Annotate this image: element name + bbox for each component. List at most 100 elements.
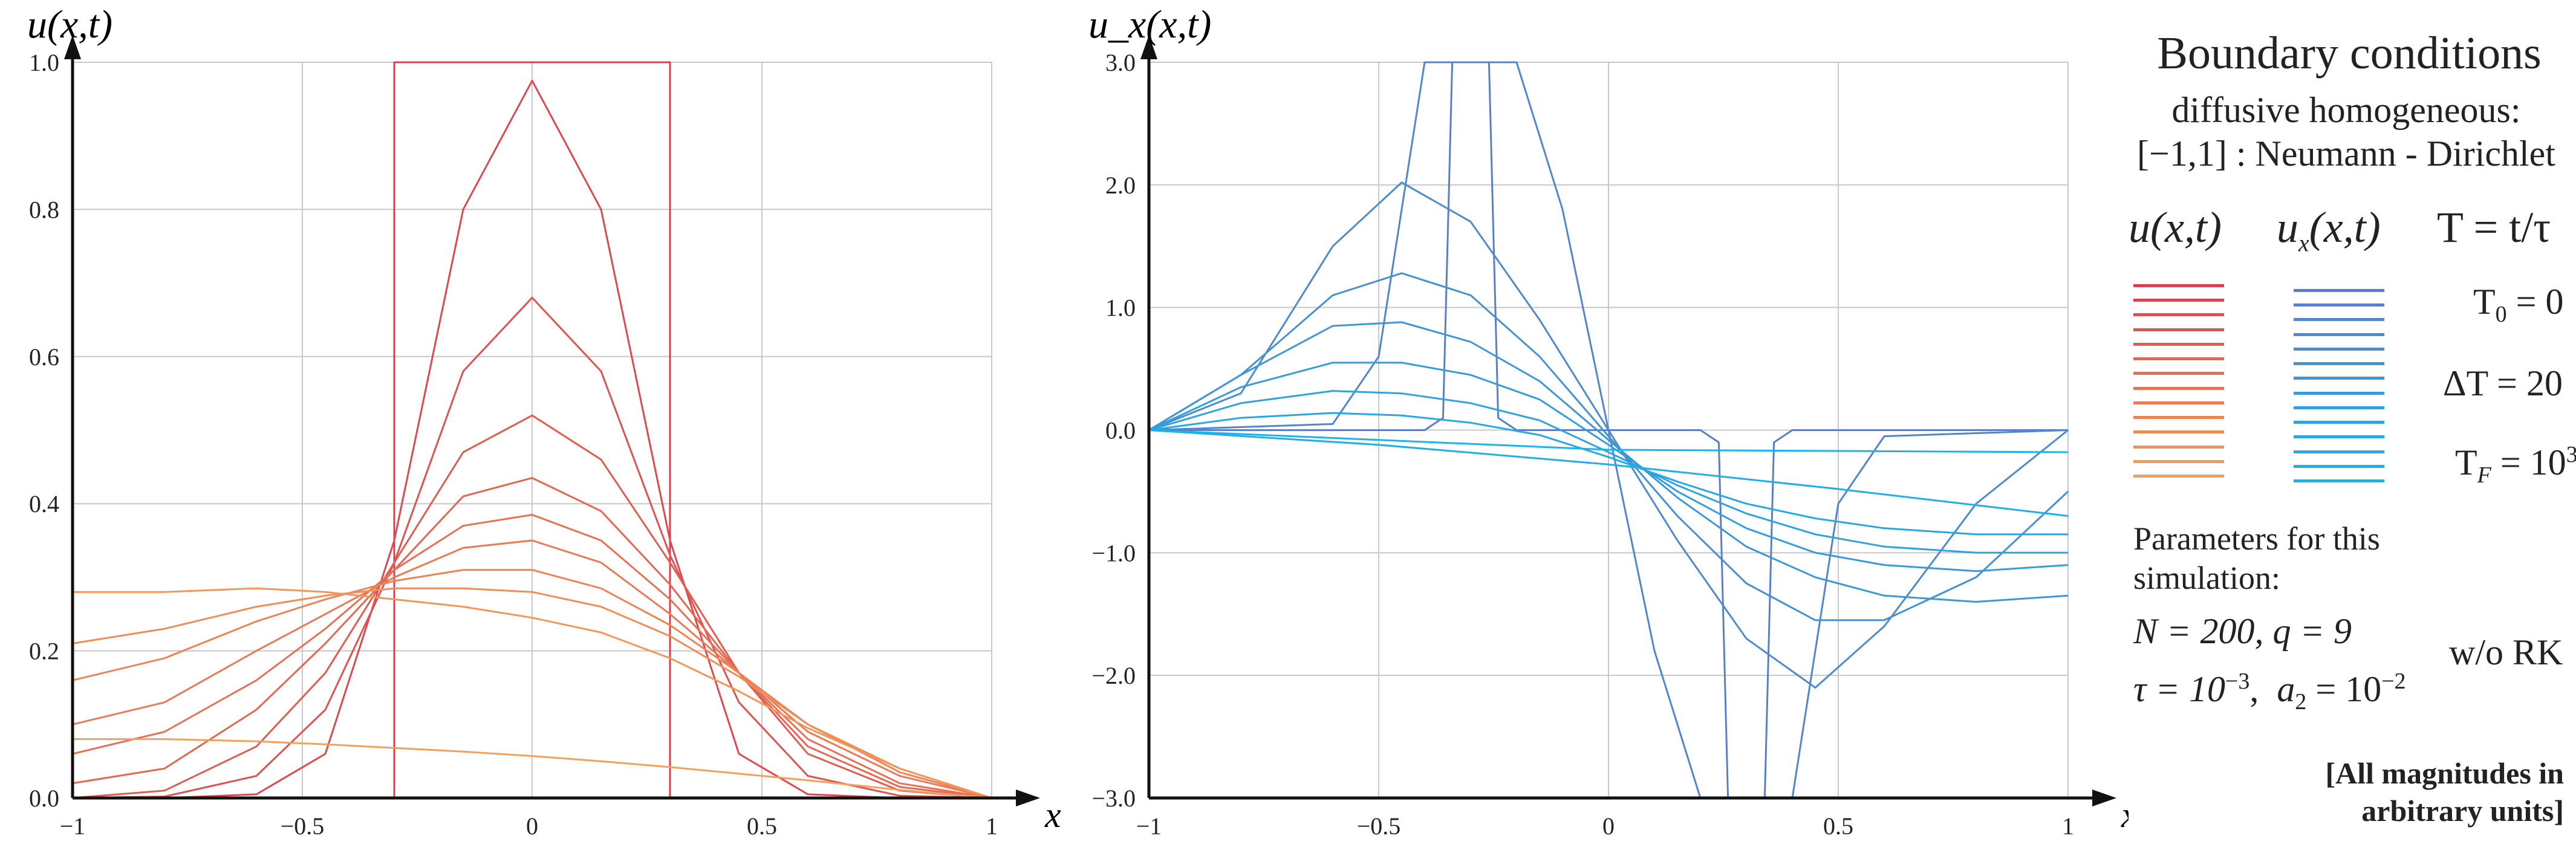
swatch-line — [2294, 391, 2384, 395]
swatch-line — [2294, 347, 2384, 351]
swatch-line — [2294, 332, 2384, 336]
legend-col-u: u(x,t) — [2129, 203, 2222, 251]
x-tick-label: −0.5 — [281, 812, 325, 840]
y-tick-label: 0.0 — [29, 785, 59, 812]
u-color-swatch — [2133, 284, 2224, 478]
tick-labels: −1 −0.5 0 0.5 1 −3.0 −2.0 −1.0 0.0 1.0 2.0 3.0 — [1091, 49, 2074, 840]
swatch-line — [2294, 450, 2384, 453]
swatch-line — [2294, 435, 2384, 439]
swatch-line — [2133, 386, 2224, 390]
swatch-line — [2133, 430, 2224, 434]
swatch-line — [2294, 303, 2384, 307]
x-tick-label: −1 — [60, 812, 86, 840]
legend-col-t: T = t/τ — [2437, 203, 2551, 251]
swatch-line — [2294, 377, 2384, 380]
y-tick-label: −2.0 — [1091, 662, 1136, 689]
swatch-line — [2133, 342, 2224, 346]
swatch-line — [2133, 459, 2224, 463]
swatch-line — [2294, 362, 2384, 366]
y-tick-label: 0.2 — [29, 638, 59, 665]
swatch-line — [2294, 421, 2384, 424]
series-line — [1148, 429, 2069, 453]
legend-col-ux: ux(x,t) — [2277, 203, 2381, 257]
params-line-2: simulation: — [2133, 560, 2280, 596]
y-axis-arrow — [1140, 35, 1157, 59]
swatch-line — [2133, 284, 2224, 287]
series-line — [72, 587, 992, 799]
swatch-line — [2133, 313, 2224, 317]
units-note-2: arbitrary units] — [2361, 794, 2564, 828]
x-tick-label: −0.5 — [1357, 812, 1401, 840]
tick-labels: −1 −0.5 0 0.5 1 0.0 0.2 0.4 0.6 0.8 1.0 — [29, 49, 998, 840]
swatch-line — [2133, 401, 2224, 404]
series-line — [73, 79, 992, 799]
legend-panel: Boundary conditions diffusive homogeneou… — [2104, 0, 2576, 853]
x-axis-label: x — [1044, 795, 1061, 835]
y-tick-label: 1.0 — [1105, 294, 1136, 322]
swatch-line — [2133, 416, 2224, 420]
y-tick-label: 2.0 — [1105, 172, 1136, 199]
x-tick-label: 1 — [986, 812, 998, 840]
x-tick-label: 0 — [1602, 812, 1615, 840]
swatch-line — [2133, 445, 2224, 449]
ux-profile-chart: −1 −0.5 0 0.5 1 −3.0 −2.0 −1.0 0.0 1.0 2.0 3.0 u_x(… — [1088, 2, 2129, 840]
params-eq-1: N = 200, q = 9 — [2133, 611, 2352, 651]
series-line — [1148, 412, 2068, 536]
series-line — [72, 477, 992, 799]
params-eq-2: τ = 10−3, a2 = 10−2 — [2133, 669, 2406, 715]
units-note-1: [All magnitudes in — [2325, 756, 2564, 790]
axes — [1140, 35, 2116, 806]
x-tick-label: 0.5 — [747, 812, 777, 840]
series-line — [72, 514, 992, 799]
swatch-line — [2294, 464, 2384, 468]
series-line — [1148, 362, 2069, 572]
x-axis-label: x — [2121, 795, 2129, 835]
y-axis-label: u_x(x,t) — [1088, 2, 1211, 47]
dt-label: ΔT = 20 — [2443, 363, 2563, 403]
swatch-line — [2133, 357, 2224, 361]
series-line — [72, 296, 992, 799]
y-tick-label: −3.0 — [1091, 785, 1136, 812]
y-axis-label: u(x,t) — [27, 2, 112, 47]
x-tick-label: 1 — [2062, 812, 2074, 840]
series-line — [1148, 272, 2069, 621]
series-line — [73, 738, 992, 799]
legend-title: Boundary conditions — [2157, 28, 2542, 79]
grid — [72, 62, 992, 799]
tf-label: TF = 103 — [2455, 442, 2576, 488]
swatch-line — [2294, 479, 2384, 482]
swatch-line — [2294, 406, 2384, 409]
x-tick-label: 0.5 — [1823, 812, 1853, 840]
y-tick-label: 0.4 — [29, 490, 59, 517]
y-tick-label: 0.0 — [1105, 417, 1136, 444]
legend-boundary: [−1,1] : Neumann - Dirichlet — [2137, 134, 2555, 174]
y-tick-label: 1.0 — [29, 49, 59, 76]
series-lines — [1148, 61, 2069, 799]
series-line — [72, 414, 992, 799]
rk-label: w/o RK — [2449, 632, 2563, 672]
x-axis-arrow — [2092, 790, 2116, 806]
swatch-line — [2294, 289, 2384, 292]
y-tick-label: 0.8 — [29, 196, 59, 223]
y-tick-label: 0.6 — [29, 343, 59, 371]
x-axis-arrow — [1016, 790, 1040, 806]
swatch-line — [2133, 475, 2224, 478]
ux-color-swatch — [2294, 289, 2384, 482]
swatch-line — [2294, 318, 2384, 322]
swatch-line — [2133, 328, 2224, 331]
x-tick-label: 0 — [526, 812, 538, 840]
y-axis-arrow — [64, 35, 81, 59]
series-line — [1148, 429, 2069, 517]
legend-subtitle: diffusive homogeneous: — [2171, 90, 2521, 130]
series-line — [1148, 390, 2068, 554]
y-tick-label: 3.0 — [1105, 49, 1136, 76]
swatch-line — [2133, 299, 2224, 302]
u-profile-chart: −1 −0.5 0 0.5 1 0.0 0.2 0.4 0.6 0.8 1.0 u(x,t) x — [27, 2, 1061, 840]
series-line — [1148, 321, 2069, 603]
series-line — [72, 539, 992, 799]
series-line — [1148, 181, 2069, 689]
t0-label: T0 = 0 — [2473, 282, 2564, 327]
series-line — [73, 587, 992, 799]
y-tick-label: −1.0 — [1091, 539, 1136, 566]
axes — [64, 35, 1040, 806]
